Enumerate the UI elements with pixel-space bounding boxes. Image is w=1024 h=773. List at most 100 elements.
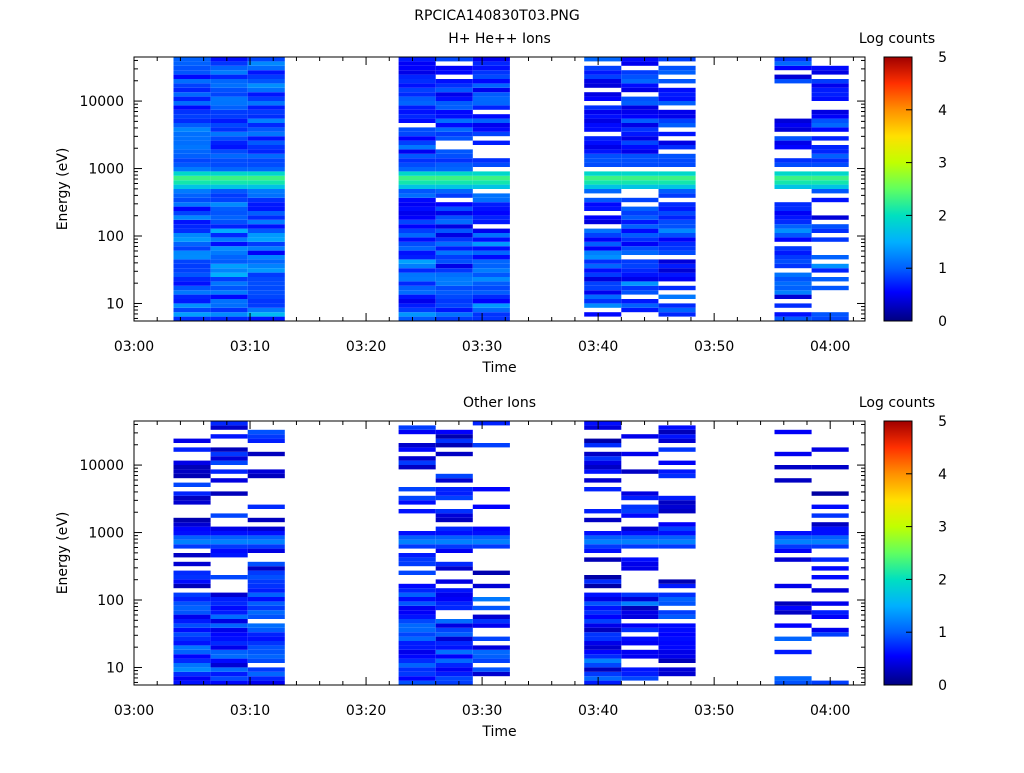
heatmap-cell (173, 272, 211, 277)
heatmap-cell (811, 162, 849, 167)
heatmap-cell (210, 70, 248, 75)
heatmap-cell (811, 171, 849, 176)
heatmap-cell (173, 281, 211, 286)
heatmap-cell (247, 206, 285, 211)
heatmap-cell (658, 447, 696, 452)
heatmap-cell (210, 456, 248, 461)
x-tick-label: 04:00 (810, 339, 850, 355)
heatmap-cell (621, 299, 659, 304)
heatmap-cell (621, 74, 659, 79)
heatmap-cell (173, 70, 211, 75)
heatmap-cell (398, 610, 436, 615)
heatmap-cell (247, 250, 285, 255)
heatmap-cell (584, 162, 622, 167)
heatmap-cell (774, 79, 812, 84)
heatmap-cell (472, 277, 510, 282)
colorbar-gradient (883, 56, 913, 322)
heatmap-cell (173, 263, 211, 269)
heatmap-cell (811, 184, 849, 189)
heatmap-cell (247, 610, 285, 615)
heatmap-cell (398, 272, 436, 277)
heatmap-cell (584, 255, 622, 260)
heatmap-cell (398, 597, 436, 602)
heatmap-cell (621, 215, 659, 220)
heatmap-cell (472, 636, 510, 641)
heatmap-cell (472, 645, 510, 650)
heatmap-cell (621, 105, 659, 110)
heatmap-cell (173, 101, 211, 106)
heatmap-cell (811, 601, 849, 606)
heatmap-cell (774, 303, 812, 308)
heatmap-cell (811, 526, 849, 531)
heatmap-cell (435, 136, 473, 141)
heatmap-cell (173, 65, 211, 71)
heatmap-cell (658, 153, 696, 159)
heatmap-cell (173, 610, 211, 615)
heatmap-cell (210, 614, 248, 619)
heatmap-cell (173, 583, 211, 589)
heatmap-cell (210, 605, 248, 611)
heatmap-cell (173, 522, 211, 527)
heatmap-cell (621, 491, 659, 496)
heatmap-cell (210, 539, 248, 545)
heatmap-cell (398, 250, 436, 255)
heatmap-cell (173, 114, 211, 119)
heatmap-cell (811, 118, 849, 123)
heatmap-cell (398, 531, 436, 536)
heatmap-cell (398, 509, 436, 514)
heatmap-cell (621, 145, 659, 150)
heatmap-cell (398, 206, 436, 211)
colorbar-tick-label: 2 (938, 572, 947, 588)
heatmap-cell (621, 272, 659, 277)
heatmap-cell (247, 175, 285, 181)
heatmap-cell (247, 654, 285, 659)
heatmap-cell (247, 548, 285, 553)
heatmap-cell (621, 246, 659, 251)
heatmap-cell (435, 579, 473, 584)
heatmap-cell (210, 193, 248, 198)
heatmap-cell (658, 438, 696, 443)
heatmap-cell (210, 263, 248, 269)
x-axis-label: Time (481, 724, 516, 740)
heatmap-cell (621, 539, 659, 545)
heatmap-cell (774, 539, 812, 545)
heatmap-cell (774, 285, 812, 291)
heatmap-cell (774, 312, 812, 317)
colorbar-tick-label: 0 (938, 314, 947, 330)
heatmap-cell (621, 171, 659, 176)
heatmap-cell (398, 175, 436, 181)
heatmap-cell (247, 241, 285, 247)
heatmap-cell (173, 447, 211, 452)
heatmap-cell (173, 162, 211, 167)
heatmap-cell (584, 539, 622, 545)
heatmap-cell (435, 123, 473, 128)
heatmap-cell (811, 632, 849, 637)
heatmap-cell (173, 167, 211, 172)
heatmap-cell (774, 215, 812, 220)
heatmap-cell (621, 123, 659, 128)
heatmap-cell (811, 557, 849, 562)
heatmap-cell (774, 290, 812, 295)
heatmap-cell (621, 109, 659, 115)
heatmap-cell (247, 109, 285, 115)
heatmap-cell (173, 285, 211, 291)
heatmap-cell (173, 123, 211, 128)
heatmap-cell (247, 189, 285, 194)
heatmap-cell (210, 636, 248, 641)
heatmap-cell (173, 83, 211, 88)
heatmap-cell (621, 101, 659, 106)
heatmap-cell (173, 491, 211, 496)
heatmap-cell (584, 623, 622, 628)
heatmap-cell (210, 610, 248, 615)
heatmap-cell (435, 680, 473, 685)
heatmap-cell (210, 434, 248, 439)
heatmap-cell (774, 478, 812, 483)
heatmap-cell (774, 557, 812, 562)
heatmap-cell (584, 610, 622, 615)
heatmap-cell (472, 171, 510, 176)
heatmap-cell (472, 539, 510, 545)
heatmap-cell (621, 434, 659, 439)
heatmap-cell (774, 259, 812, 264)
heatmap-cell (435, 627, 473, 633)
